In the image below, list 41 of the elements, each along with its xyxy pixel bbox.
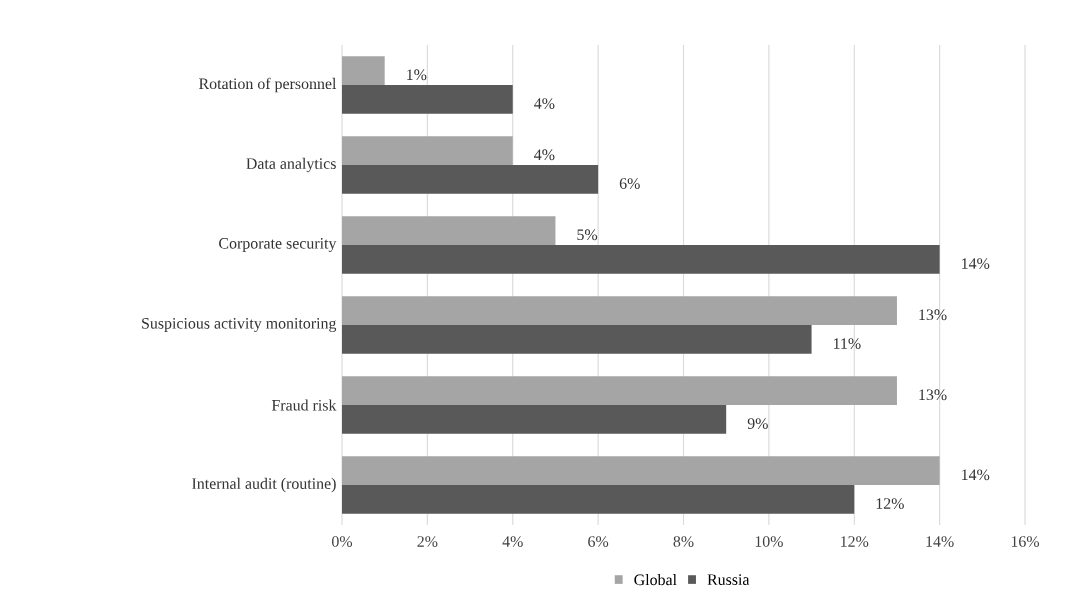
bar xyxy=(342,85,513,114)
bar xyxy=(342,485,855,514)
data-label: 9% xyxy=(747,418,768,429)
data-label: 12% xyxy=(876,498,904,509)
bar xyxy=(342,376,897,406)
y-tick-label: Rotation of personnel xyxy=(198,77,337,93)
x-tick-label: 12% xyxy=(841,536,869,547)
x-tick-label: 10% xyxy=(755,536,783,547)
bar xyxy=(342,456,940,485)
bar xyxy=(342,296,897,326)
y-tick-label: Corporate security xyxy=(219,238,337,252)
bar xyxy=(342,56,385,85)
legend-label: Global xyxy=(634,574,677,586)
bar xyxy=(342,245,940,274)
y-tick-label: Data analytics xyxy=(246,157,336,173)
x-tick-label: 2% xyxy=(417,536,438,547)
x-tick-label: 14% xyxy=(926,536,954,547)
y-tick-label: Suspicious activity monitoring xyxy=(142,318,337,332)
data-label: 4% xyxy=(534,98,555,109)
y-tick-label: Fraud risk xyxy=(271,399,337,411)
legend-label: Russia xyxy=(707,574,750,585)
data-label: 13% xyxy=(919,389,947,401)
data-label: 14% xyxy=(962,469,990,481)
bar xyxy=(342,165,599,194)
bar xyxy=(342,405,727,434)
x-tick-label: 0% xyxy=(332,536,353,547)
data-label: 13% xyxy=(919,309,947,321)
data-label: 5% xyxy=(577,229,598,241)
bar xyxy=(342,136,513,166)
data-label: 11% xyxy=(833,338,861,349)
data-label: 6% xyxy=(619,178,640,189)
y-tick-label: Internal audit (routine) xyxy=(192,477,336,493)
data-label: 1% xyxy=(407,69,427,81)
x-tick-label: 16% xyxy=(1011,536,1040,547)
bar xyxy=(342,216,556,245)
x-tick-label: 4% xyxy=(502,536,523,547)
data-label: 14% xyxy=(962,258,990,269)
x-tick-label: 6% xyxy=(588,536,609,547)
data-label: 4% xyxy=(534,149,555,161)
bar xyxy=(342,325,812,354)
x-tick-label: 8% xyxy=(673,536,694,547)
